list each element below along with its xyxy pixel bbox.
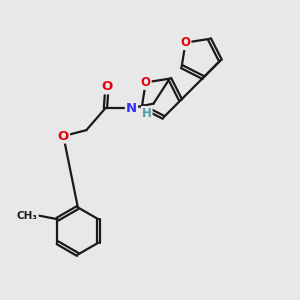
Text: O: O	[101, 80, 112, 93]
Text: N: N	[126, 102, 137, 115]
Text: O: O	[141, 76, 151, 89]
Text: O: O	[58, 130, 69, 142]
Text: H: H	[142, 107, 152, 120]
Text: CH₃: CH₃	[17, 211, 38, 221]
Text: O: O	[181, 36, 190, 49]
